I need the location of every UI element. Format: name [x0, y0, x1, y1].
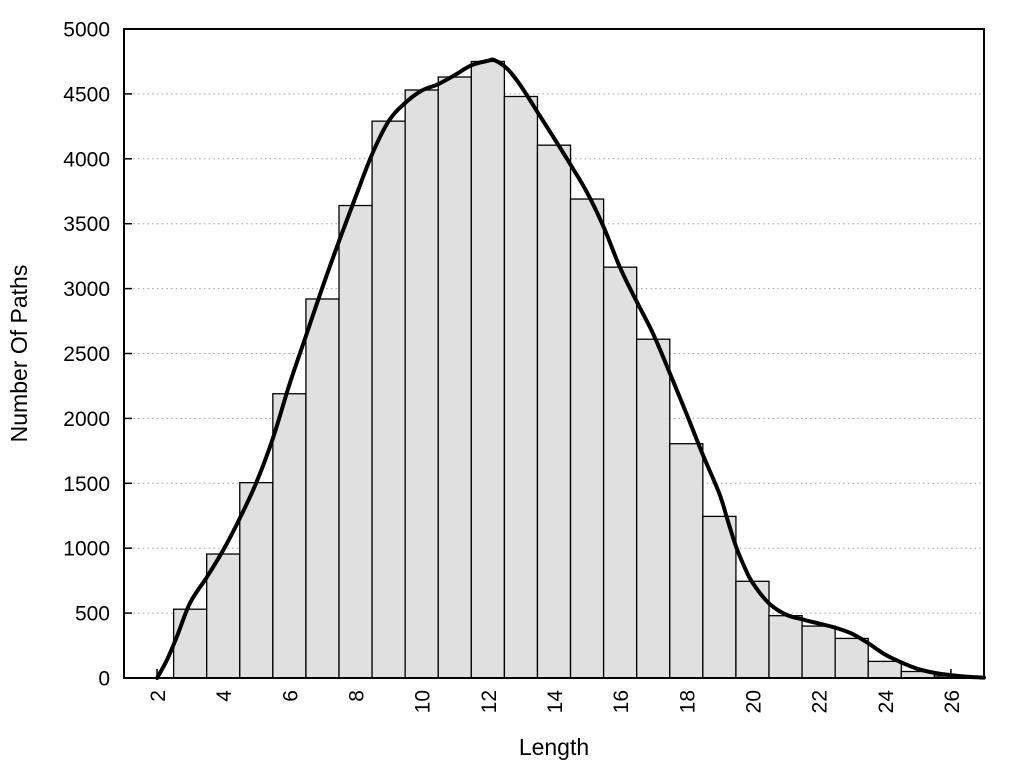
y-tick-label: 1500 [63, 473, 110, 496]
x-tick-label: 22 [809, 690, 832, 713]
x-axis-label: Length [519, 734, 589, 760]
y-tick-label: 3500 [63, 213, 110, 236]
y-tick-label: 1000 [63, 538, 110, 561]
x-tick-label: 14 [544, 690, 567, 714]
histogram-bar [702, 515, 737, 679]
y-axis-label: Number Of Paths [6, 265, 32, 443]
density-curve [155, 57, 986, 680]
x-tick-label: 24 [875, 690, 898, 714]
plot-border [123, 28, 985, 679]
x-tick-label: 26 [941, 690, 964, 713]
histogram-bar [371, 120, 406, 679]
x-tick-label: 16 [610, 690, 633, 713]
histogram-bars [172, 60, 969, 679]
y-tick-label: 3000 [63, 278, 110, 301]
y-tick-label: 2500 [63, 343, 110, 366]
histogram-bar [404, 89, 439, 679]
histogram-bar [503, 95, 539, 679]
x-tick-label: 8 [346, 690, 369, 702]
histogram-bar [669, 443, 704, 679]
y-tick-label: 5000 [63, 19, 110, 42]
histogram-bar [437, 76, 472, 679]
y-tick-label: 4000 [63, 148, 110, 171]
histogram-bar [206, 553, 241, 679]
histogram-bar [801, 625, 836, 679]
histogram-bar [602, 266, 638, 679]
histogram-bar [867, 660, 902, 679]
tick-labels: 0 500 1000 1500 2000 2500 3000 3500 4000 4500 5000… [63, 19, 964, 714]
x-tick-label: 10 [412, 690, 435, 713]
x-tick-label: 6 [279, 690, 302, 702]
y-tick-label: 4500 [63, 83, 110, 106]
histogram-bar [569, 198, 605, 679]
y-tick-label: 0 [98, 668, 110, 691]
histogram-bar [768, 615, 803, 679]
histogram-bar [636, 338, 671, 679]
histogram-bar [834, 637, 869, 679]
x-tick-label: 4 [213, 690, 236, 702]
x-tick-label: 18 [676, 690, 699, 713]
histogram-bar [305, 298, 340, 679]
histogram-bar [470, 60, 506, 679]
histogram-bar [172, 608, 208, 679]
histogram-bar [272, 393, 307, 679]
x-tick-label: 2 [147, 690, 170, 702]
y-tick-label: 2000 [63, 408, 110, 431]
y-tick-label: 500 [75, 603, 110, 626]
x-tick-label: 20 [742, 690, 765, 713]
histogram-bar [338, 204, 373, 679]
x-tick-label: 12 [478, 690, 501, 713]
histogram-bar [536, 144, 572, 679]
